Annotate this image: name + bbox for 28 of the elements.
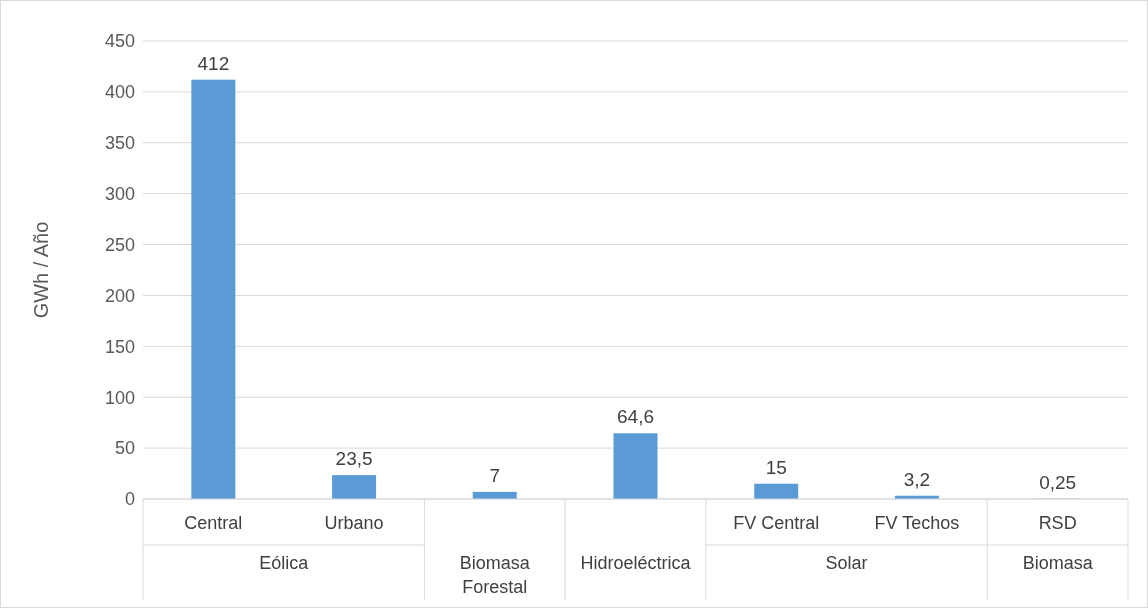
x-tick-label: FV Techos <box>874 513 960 533</box>
data-label: 0,25 <box>1039 471 1077 493</box>
data-label: 7 <box>489 464 501 486</box>
text: Solar <box>825 553 868 573</box>
data-label: 3,2 <box>903 468 931 490</box>
y-tick-label: 450 <box>104 31 135 52</box>
x-tick-label: Urbano <box>324 513 384 533</box>
y-tick-label: 150 <box>104 336 135 357</box>
y-tick-label: 350 <box>104 133 135 154</box>
y-tick-label: 400 <box>104 82 135 103</box>
y-tick-label: 100 <box>104 387 135 408</box>
text: Hidroeléctrica <box>580 553 692 573</box>
y-tick-label: 250 <box>104 234 135 255</box>
x-tick-label: RSD <box>1038 513 1077 533</box>
data-label: 23,5 <box>335 448 373 470</box>
x-tick-label: Central <box>184 513 243 533</box>
text: Eólica <box>259 553 310 573</box>
y-axis-title: GWh / Año <box>30 221 52 319</box>
y-tick-label: 200 <box>104 285 135 306</box>
text: Biomasa <box>1022 553 1094 573</box>
y-tick-label: 50 <box>114 438 135 459</box>
data-label: 412 <box>197 52 230 74</box>
text: Biomasa Forestal <box>459 553 531 597</box>
x-tick-label: FV Central <box>733 513 820 533</box>
data-label: 64,6 <box>617 406 654 428</box>
y-tick-label: 300 <box>104 183 135 204</box>
data-label: 15 <box>765 456 787 478</box>
y-tick-label: 0 <box>124 489 135 510</box>
